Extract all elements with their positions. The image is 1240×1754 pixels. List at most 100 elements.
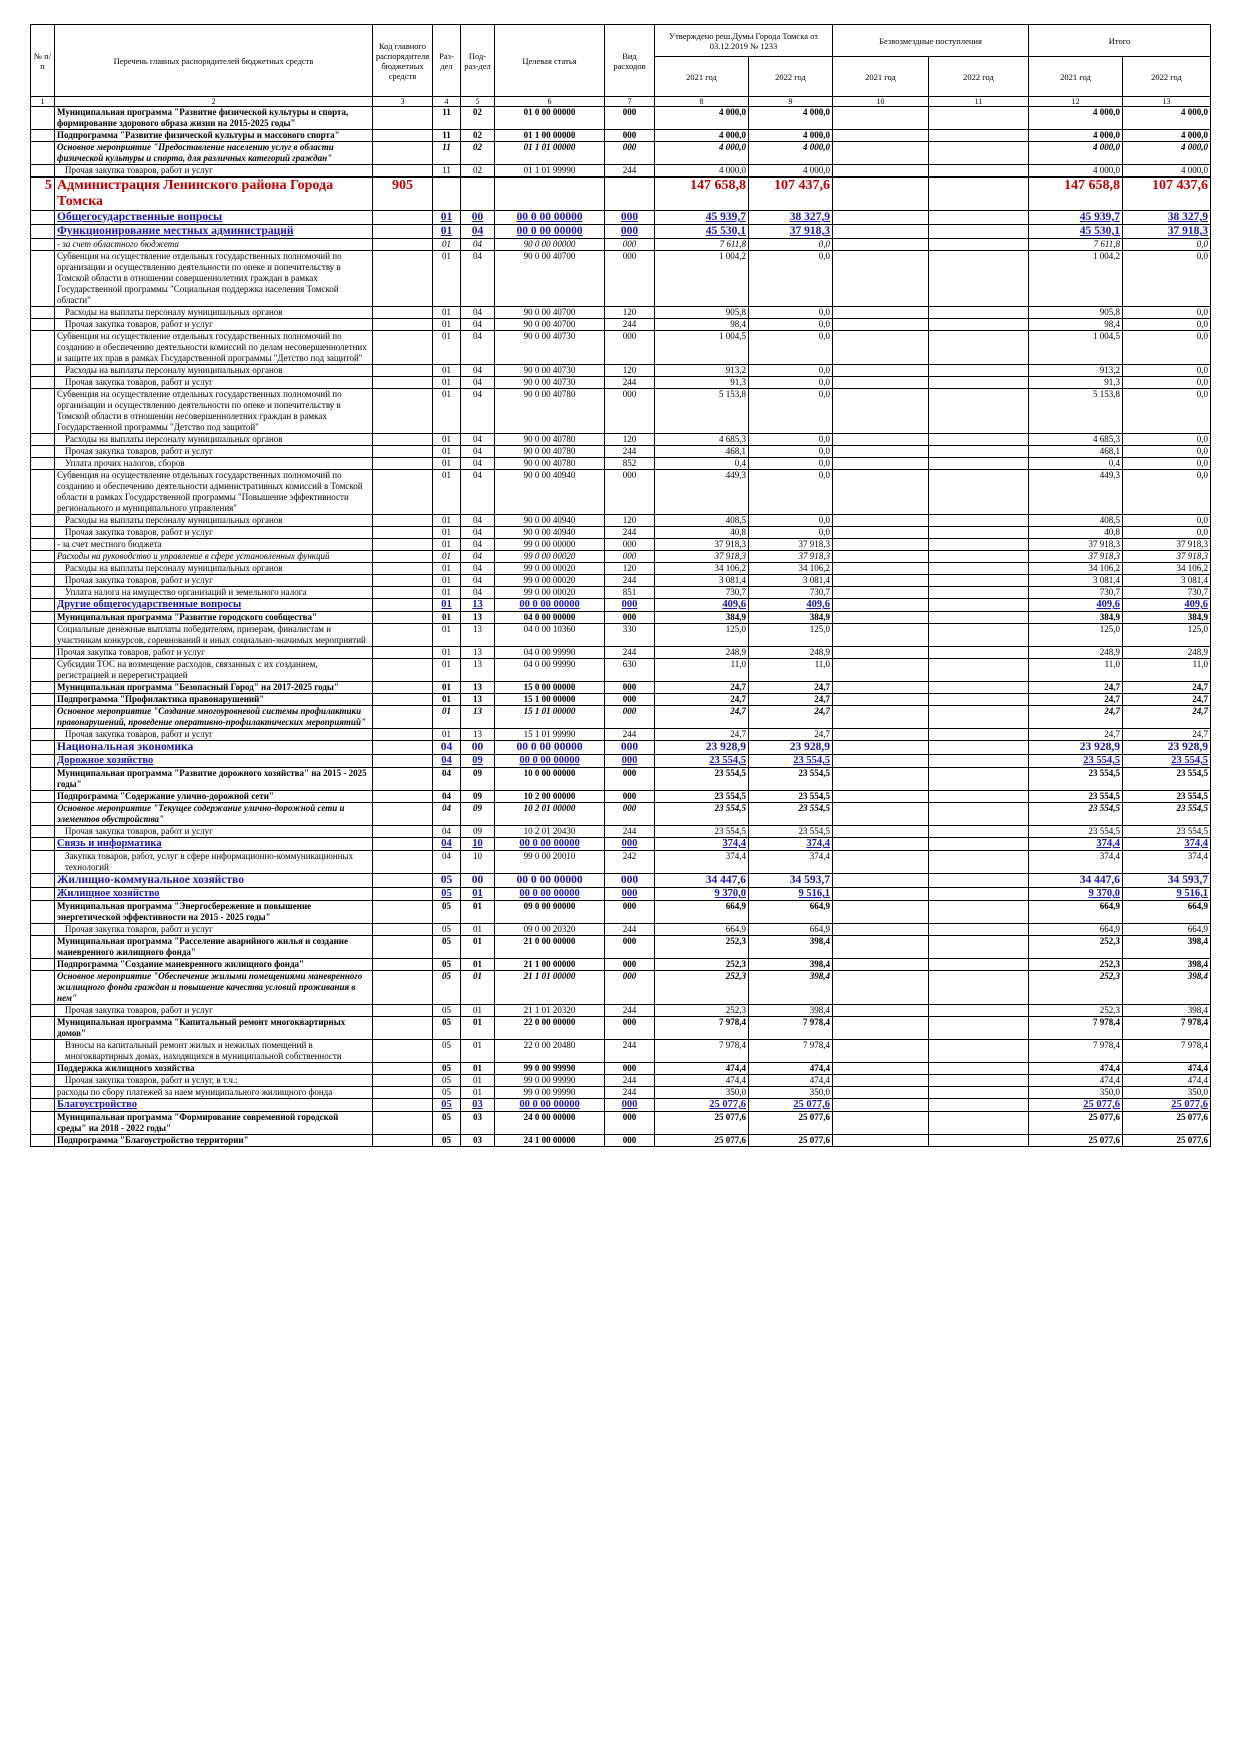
row-podrazdel: 04 [460,250,495,307]
row-total-2021: 23 928,9 [1028,740,1124,755]
row-article: 00 0 00 00000 [494,837,605,851]
row-name: Подпрограмма "Содержание улично-дорожной… [54,790,373,803]
row-razdel: 01 [432,658,461,682]
row-free-2021 [832,598,930,612]
column-number: 5 [460,96,495,107]
row-free-2022 [928,873,1030,888]
table-row: Муниципальная программа "Капитальный рем… [30,1016,1212,1040]
row-vid: 244 [604,646,655,659]
row-free-2022 [928,445,1030,458]
row-free-2021 [832,164,930,178]
row-number [30,658,55,682]
row-article: 15 1 00 00000 [494,693,605,706]
row-name: Субсидии ТОС на возмещение расходов, свя… [54,658,373,682]
row-free-2022 [928,754,1030,768]
column-number: 9 [747,96,834,107]
row-vid: 000 [604,1098,655,1112]
row-total-2021: 24,7 [1028,728,1124,741]
row-approved-2021: 25 077,6 [654,1111,749,1135]
row-approved-2022: 730,7 [747,586,834,599]
row-total-2022: 7 978,4 [1122,1039,1212,1063]
row-approved-2021: 23 554,5 [654,825,749,838]
row-razdel: 01 [432,364,461,377]
row-free-2022 [928,469,1030,515]
row-vid: 000 [604,754,655,768]
row-razdel: 01 [432,598,461,612]
row-name: Расходы на выплаты персоналу муниципальн… [54,562,373,575]
table-row: Субвенция на осуществление отдельных гос… [30,388,1212,434]
row-name: Муниципальная программа "Капитальный рем… [54,1016,373,1040]
table-row: Закупка товаров, работ, услуг в сфере ин… [30,850,1212,874]
row-name: Дорожное хозяйство [54,754,373,768]
row-code [372,586,433,599]
row-code [372,728,433,741]
row-podrazdel: 04 [460,376,495,389]
row-approved-2021: 664,9 [654,900,749,924]
table-row: Муниципальная программа "Энергосбережени… [30,900,1212,924]
col-header-vid: Вид расходов [604,24,655,97]
row-total-2022: 0,0 [1122,514,1212,527]
row-free-2022 [928,887,1030,901]
row-razdel: 04 [432,754,461,768]
row-free-2022 [928,1111,1030,1135]
row-code [372,129,433,142]
row-free-2022 [928,693,1030,706]
row-total-2021: 248,9 [1028,646,1124,659]
row-name: Жилищное хозяйство [54,887,373,901]
row-name: Прочая закупка товаров, работ и услуг [54,728,373,741]
row-total-2022: 409,6 [1122,598,1212,612]
row-total-2021: 25 077,6 [1028,1098,1124,1112]
row-free-2022 [928,364,1030,377]
row-approved-2022: 0,0 [747,318,834,331]
row-free-2021 [832,469,930,515]
row-approved-2022: 0,0 [747,306,834,319]
row-razdel: 01 [432,306,461,319]
row-number [30,538,55,551]
row-code [372,306,433,319]
col-header-article: Целевая статья [494,24,605,97]
row-podrazdel: 13 [460,646,495,659]
row-total-2022: 664,9 [1122,900,1212,924]
row-free-2021 [832,1086,930,1099]
row-article: 90 0 00 40940 [494,469,605,515]
row-article: 01 1 00 00000 [494,129,605,142]
row-name: Прочая закупка товаров, работ и услуг [54,318,373,331]
table-row: Муниципальная программа "Безопасный Горо… [30,681,1212,694]
row-vid: 000 [604,740,655,755]
row-article: 21 0 00 00000 [494,935,605,959]
row-article: 99 0 00 00000 [494,538,605,551]
row-vid: 000 [604,106,655,130]
row-podrazdel: 04 [460,318,495,331]
row-approved-2021: 248,9 [654,646,749,659]
row-free-2021 [832,550,930,563]
row-free-2022 [928,586,1030,599]
row-vid: 242 [604,850,655,874]
row-razdel: 05 [432,1134,461,1147]
row-name: Взносы на капитальный ремонт жилых и неж… [54,1039,373,1063]
row-name: Основное мероприятие "Текущее содержание… [54,802,373,826]
row-vid: 000 [604,611,655,624]
row-podrazdel: 01 [460,970,495,1005]
row-free-2022 [928,681,1030,694]
row-code [372,837,433,851]
row-vid [604,176,655,211]
row-podrazdel: 03 [460,1134,495,1147]
row-total-2022: 474,4 [1122,1074,1212,1087]
row-free-2022 [928,164,1030,178]
row-razdel: 05 [432,1004,461,1017]
row-razdel: 01 [432,238,461,251]
row-vid: 244 [604,574,655,587]
row-total-2022: 398,4 [1122,935,1212,959]
row-article: 22 0 00 20480 [494,1039,605,1063]
row-approved-2022: 4 000,0 [747,129,834,142]
row-approved-2021: 7 978,4 [654,1039,749,1063]
col-header-code: Код главного распорядителя бюджетных сре… [372,24,433,97]
row-vid: 000 [604,873,655,888]
row-approved-2022: 9 516,1 [747,887,834,901]
row-total-2022: 34 106,2 [1122,562,1212,575]
row-number [30,646,55,659]
row-free-2021 [832,611,930,624]
row-number [30,306,55,319]
row-total-2022: 0,0 [1122,330,1212,365]
row-vid: 244 [604,728,655,741]
